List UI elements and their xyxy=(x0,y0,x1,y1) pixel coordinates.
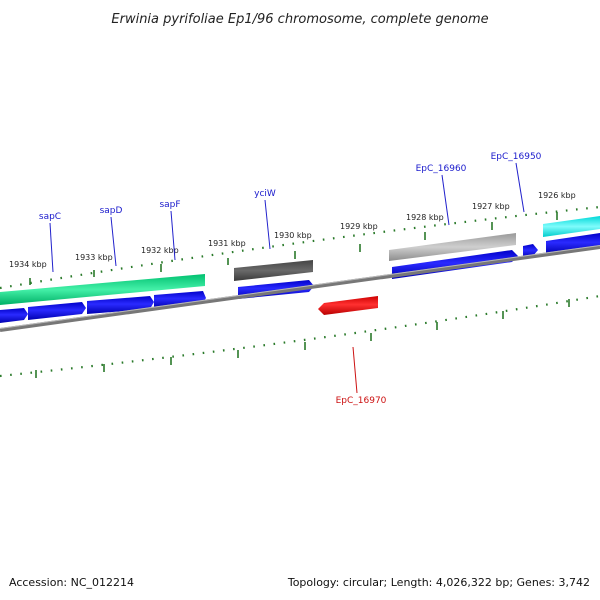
inner-tick-ring xyxy=(0,294,600,378)
genome-stats: Topology: circular; Length: 4,026,322 bp… xyxy=(287,576,590,589)
genome-backbone xyxy=(0,245,600,332)
cds-arrow-sapC[interactable] xyxy=(28,302,86,320)
gene-label-yciW[interactable]: yciW xyxy=(254,189,276,199)
gene-label-EpC_16970[interactable]: EpC_16970 xyxy=(336,396,387,406)
tick-label: 1926 kbp xyxy=(538,191,576,200)
outer-tick-ring xyxy=(0,205,600,290)
cds-arrow[interactable] xyxy=(0,308,28,323)
feature-green[interactable] xyxy=(0,274,205,305)
feature-track xyxy=(0,216,600,305)
tick-label: 1929 kbp xyxy=(340,222,378,231)
tick-label: 1928 kbp xyxy=(406,213,444,222)
cds-arrow[interactable] xyxy=(546,233,600,254)
cds-arrow-EpC_16970[interactable] xyxy=(318,296,378,315)
gene-label-sapD[interactable]: sapD xyxy=(100,206,123,216)
feature-EpC_16960[interactable] xyxy=(389,233,516,261)
gene-leaders xyxy=(49,162,525,394)
gene-label-sapC[interactable]: sapC xyxy=(39,212,61,222)
gene-label-sapF[interactable]: sapF xyxy=(159,200,180,210)
map-title: Erwinia pyrifoliae Ep1/96 chromosome, co… xyxy=(111,12,488,27)
feature-cyan[interactable] xyxy=(543,216,600,237)
tick-label: 1933 kbp xyxy=(75,253,113,262)
tick-label: 1927 kbp xyxy=(472,202,510,211)
gene-label-EpC_16950[interactable]: EpC_16950 xyxy=(491,152,542,162)
tick-label: 1932 kbp xyxy=(141,246,179,255)
forward-cds-track xyxy=(0,233,600,323)
accession-label: Accession: NC_012214 xyxy=(9,576,134,589)
feature-yciW[interactable] xyxy=(234,260,313,281)
tick-label: 1934 kbp xyxy=(9,260,47,269)
tick-label: 1930 kbp xyxy=(274,231,312,240)
tick-label: 1931 kbp xyxy=(208,239,246,248)
gene-label-EpC_16960[interactable]: EpC_16960 xyxy=(416,164,467,174)
